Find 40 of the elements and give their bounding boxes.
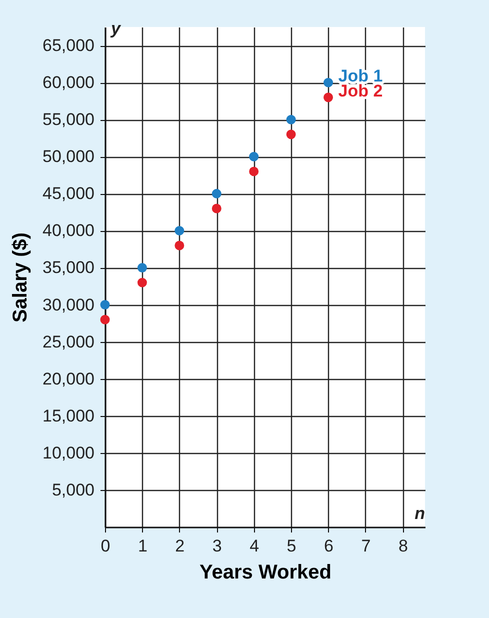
- y-tick-label: 20,000: [42, 369, 94, 388]
- y-tick-label: 35,000: [42, 258, 94, 278]
- y-tick-label: 15,000: [42, 406, 94, 426]
- y-tick-label: 45,000: [42, 184, 94, 204]
- x-axis-title: Years Worked: [200, 562, 332, 584]
- point: [174, 240, 184, 250]
- x-tick-label: 6: [324, 536, 334, 556]
- annotation: y: [110, 19, 122, 38]
- y-tick-label: 30,000: [42, 295, 94, 314]
- point: [137, 278, 147, 288]
- y-tick-label: 55,000: [42, 110, 94, 130]
- y-tick-label: 65,000: [42, 36, 94, 56]
- x-tick-label: 0: [100, 536, 110, 556]
- y-tick-label: 50,000: [42, 147, 94, 166]
- y-tick-label: 25,000: [42, 332, 94, 352]
- y-tick-label: 5,000: [52, 480, 94, 500]
- y-tick-label: 40,000: [42, 221, 94, 240]
- x-tick-label: 1: [138, 536, 148, 556]
- point: [286, 130, 296, 140]
- point: [212, 188, 222, 198]
- x-tick-label: 5: [286, 536, 296, 556]
- point: [174, 226, 184, 236]
- y-tick-label: 10,000: [42, 443, 94, 462]
- point: [286, 114, 296, 124]
- point: [100, 314, 110, 324]
- point: [137, 263, 147, 272]
- point: [100, 300, 110, 310]
- y-axis-title: Salary ($): [10, 232, 32, 323]
- point: [249, 166, 259, 176]
- point: [212, 204, 222, 214]
- point: [324, 92, 333, 102]
- annotation: n: [414, 504, 425, 523]
- x-tick-label: 8: [398, 536, 408, 556]
- point: [249, 152, 259, 162]
- x-tick-label: 4: [250, 536, 260, 556]
- x-tick-label: 2: [175, 536, 185, 556]
- x-tick-label: 7: [361, 536, 371, 556]
- x-tick-label: 3: [212, 536, 222, 556]
- point: [324, 78, 333, 88]
- y-tick-label: 60,000: [42, 73, 94, 92]
